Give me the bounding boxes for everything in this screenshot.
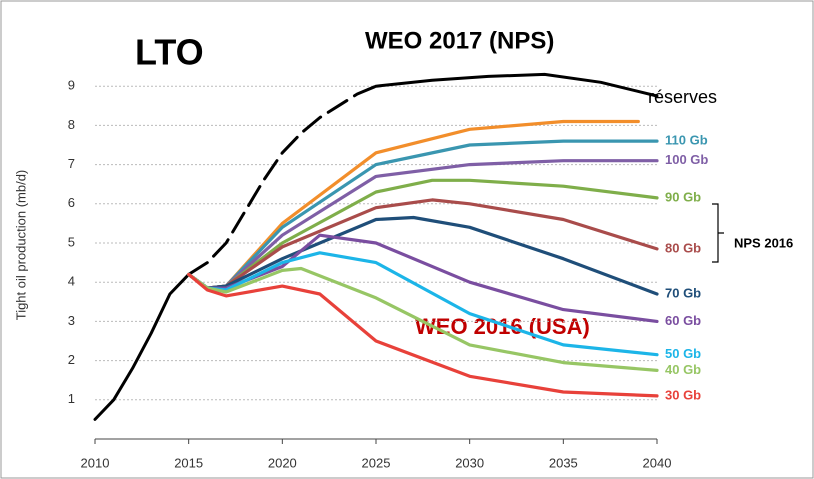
x-tick-label: 2015 [174,455,203,470]
legend-label: 100 Gb [665,152,708,167]
legend-label: 110 Gb [665,133,708,148]
y-tick-label: 8 [68,117,75,132]
x-tick-label: 2040 [643,455,672,470]
brace [712,203,724,263]
x-tick-label: 2035 [549,455,578,470]
legend-label: 70 Gb [665,285,701,300]
legend-label: 90 Gb [665,189,701,204]
annotation: LTO [135,32,204,73]
x-tick-label: 2025 [362,455,391,470]
y-tick-label: 2 [68,352,75,367]
x-tick-label: 2020 [268,455,297,470]
annotation: NPS 2016 [734,235,793,250]
annotation: WEO 2017 (NPS) [365,27,554,54]
series-line [93,272,191,421]
x-tick-label: 2030 [455,455,484,470]
annotation: WEO 2016 (USA) [415,314,590,339]
y-axis-label: Tight oil production (mb/d) [13,170,28,321]
x-tick-label: 2010 [81,455,110,470]
series-line [187,266,659,372]
annotation: réserves [648,87,717,107]
y-tick-label: 7 [68,156,75,171]
y-tick-label: 1 [68,391,75,406]
series-line [187,84,378,276]
legend-label: 80 Gb [665,240,701,255]
series-line [374,72,659,98]
legend-label: 50 Gb [665,346,701,361]
legend-label: 40 Gb [665,362,701,377]
legend-label: 60 Gb [665,313,701,328]
y-tick-label: 5 [68,234,75,249]
y-tick-label: 4 [68,274,75,289]
y-tick-label: 6 [68,195,75,210]
y-tick-label: 3 [68,313,75,328]
legend-label: 30 Gb [665,387,701,402]
series-line [187,272,659,398]
y-tick-label: 9 [68,78,75,93]
